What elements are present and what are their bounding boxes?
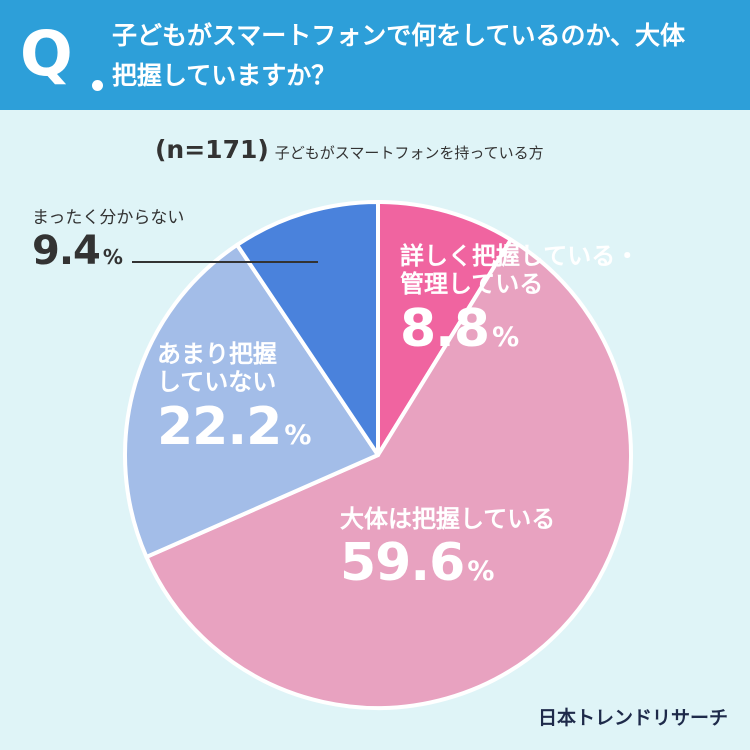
sample-note: (n=171) 子どもがスマートフォンを持っている方 <box>155 135 544 164</box>
percent-sign: % <box>467 556 495 588</box>
segment-value-s3: 22.2 <box>157 396 282 457</box>
question-text: 子どもがスマートフォンで何をしているのか、大体 把握していますか？ <box>112 16 732 96</box>
brand-logo: 日本トレンドリサーチ <box>537 707 728 729</box>
segment-name-s3-line1: あまり把握 <box>157 340 277 368</box>
percent-sign: % <box>284 419 312 451</box>
segment-label-s3: あまり把握 していない 22.2% <box>157 340 311 458</box>
segment-value-s4: 8.8 <box>400 298 490 359</box>
segment-name-s4-line1: 詳しく把握している・ <box>400 242 640 270</box>
pie-slice-s4 <box>376 200 513 457</box>
segment-label-s1: まったく分からない 9.4% <box>32 208 184 275</box>
question-header: Q 子どもがスマートフォンで何をしているのか、大体 把握していますか？ <box>0 0 750 110</box>
segment-label-s4: 詳しく把握している・ 管理している 8.8% <box>400 242 639 360</box>
segment-name-s2: 大体は把握している <box>340 505 556 533</box>
q-dot <box>92 80 103 91</box>
sample-description: 子どもがスマートフォンを持っている方 <box>274 144 544 162</box>
pie-slices <box>123 200 633 710</box>
segment-label-s2: 大体は把握している 59.6% <box>340 505 555 595</box>
segment-value-s1: 9.4 <box>32 228 101 275</box>
percent-sign: % <box>102 245 123 270</box>
segment-name-s3-line2: していない <box>157 368 277 397</box>
segment-name-s1: まったく分からない <box>32 208 185 228</box>
segment-name-s4-line2: 管理している <box>400 270 544 299</box>
percent-sign: % <box>492 321 520 353</box>
pie-slice-s1 <box>235 200 380 457</box>
pie-slice-s2 <box>144 237 633 710</box>
question-line-1: 子どもがスマートフォンで何をしているのか、大体 <box>112 21 686 50</box>
sample-size: (n=171) <box>155 135 269 164</box>
pie-slice-s3 <box>123 242 380 559</box>
q-mark: Q <box>20 17 73 90</box>
question-line-2: 把握していますか？ <box>112 61 337 90</box>
segment-value-s2: 59.6 <box>340 533 465 594</box>
